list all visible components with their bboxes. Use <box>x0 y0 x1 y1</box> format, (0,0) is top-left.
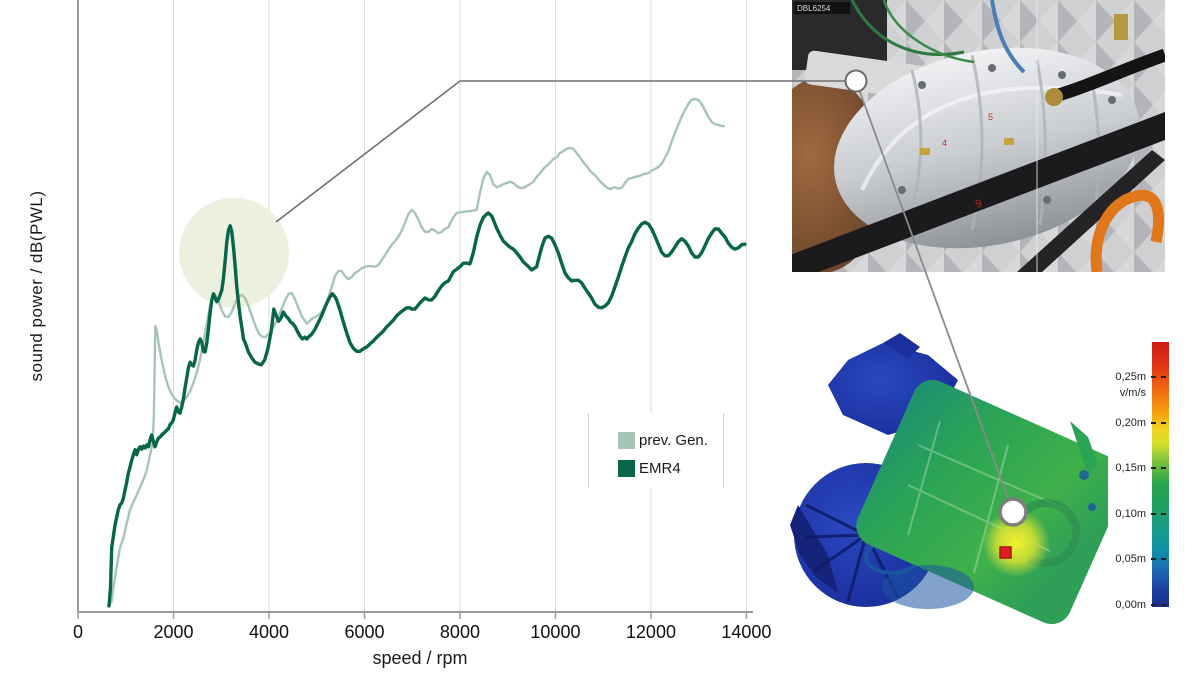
valve <box>1114 14 1128 40</box>
colorbar-label-0,05m: 0,05m <box>1115 553 1146 566</box>
colorbar-tick <box>1151 467 1156 470</box>
colorbar-tick <box>1151 604 1156 606</box>
orange-hv-cable <box>1090 189 1164 272</box>
colorbar-label-0,00m: 0,00m <box>1115 599 1146 611</box>
colorbar-label-0,20m: 0,20m <box>1115 416 1146 429</box>
x-tick-label-0: 0 <box>73 622 83 642</box>
id-tag <box>794 2 850 14</box>
colorbar-tick <box>1151 512 1156 515</box>
colorbar-tick <box>1161 376 1166 378</box>
x-tick-label-4000: 4000 <box>249 622 289 642</box>
colorbar-label-0,15m: 0,15m <box>1115 462 1146 475</box>
y-axis-label: sound power / dB(PWL) <box>27 190 46 382</box>
emr4-swatch <box>618 460 635 477</box>
frame-beam-2 <box>1017 150 1165 272</box>
legend-item-prev-gen: prev. Gen. <box>618 432 708 449</box>
legend-label: prev. Gen. <box>639 432 708 449</box>
colorbar-tick <box>1161 421 1166 424</box>
sensor-number-4: 4 <box>942 138 947 148</box>
x-tick-label-12000: 12000 <box>626 622 676 642</box>
x-tick-label-2000: 2000 <box>153 622 193 642</box>
x-tick-label-6000: 6000 <box>344 622 384 642</box>
brass-fitting <box>1045 88 1063 106</box>
legend-item-emr4: EMR4 <box>618 460 681 477</box>
max-velocity-marker <box>999 546 1012 559</box>
x-axis-label: speed / rpm <box>372 648 468 668</box>
vibration-simulation-model <box>788 325 1108 625</box>
chart-legend: prev. Gen. EMR4 <box>588 413 724 488</box>
test-bench-photo: 4 5 9 DBL6254 <box>792 0 1165 272</box>
x-tick-label-10000: 10000 <box>530 622 580 642</box>
colorbar-tick <box>1151 421 1156 424</box>
velocity-hotspot <box>982 509 1050 577</box>
x-tick-label-14000: 14000 <box>721 622 771 642</box>
green-wire-2 <box>882 0 975 64</box>
colorbar-unit: v/m/s <box>1119 387 1146 399</box>
id-tag-label: DBL6254 <box>797 4 831 13</box>
black-hose <box>1053 48 1165 103</box>
colorbar-tick <box>1161 512 1166 515</box>
prev-gen-swatch <box>618 432 635 449</box>
sensor-number-5: 5 <box>988 112 993 122</box>
blue-cable <box>990 0 1026 74</box>
colorbar-tick <box>1161 558 1166 561</box>
series-emr4 <box>107 211 747 608</box>
colorbar-tick <box>1161 604 1166 606</box>
colorbar-label-0,10m: 0,10m <box>1115 507 1146 520</box>
velocity-colorbar <box>1152 342 1169 607</box>
sensor-5 <box>1004 138 1014 145</box>
colorbar-tick <box>1161 467 1166 470</box>
sensor-4 <box>920 148 930 155</box>
colorbar-tick <box>1151 376 1156 378</box>
green-wire <box>850 0 965 56</box>
colorbar-label-0,25m: 0,25m <box>1115 371 1146 383</box>
colorbar-tick <box>1151 558 1156 561</box>
legend-label: EMR4 <box>639 460 681 477</box>
x-tick-label-8000: 8000 <box>440 622 480 642</box>
